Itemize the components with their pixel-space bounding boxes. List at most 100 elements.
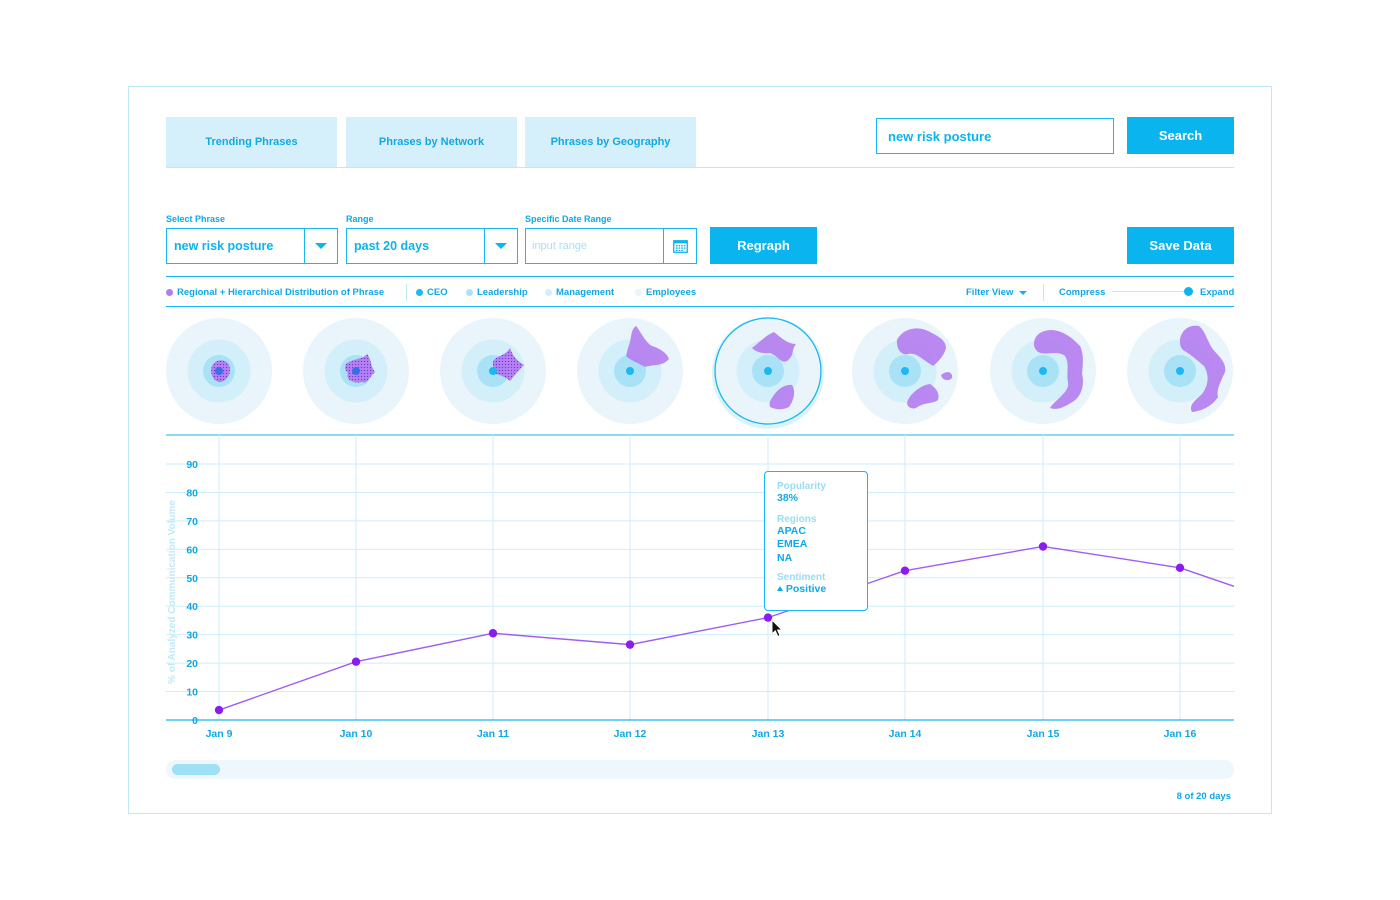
sentiment-value: Positive bbox=[777, 583, 867, 597]
radial-distribution-item[interactable] bbox=[166, 318, 272, 424]
legend-employees[interactable]: Employees bbox=[635, 287, 696, 298]
legend-distribution: Regional + Hierarchical Distribution of … bbox=[166, 287, 384, 298]
range-select-value: past 20 days bbox=[354, 239, 430, 253]
x-tick-label: Jan 11 bbox=[477, 728, 509, 740]
data-point bbox=[1175, 563, 1185, 573]
calendar-icon[interactable] bbox=[663, 229, 696, 263]
legend-distribution-label: Regional + Hierarchical Distribution of … bbox=[177, 287, 385, 298]
timeline-scrollbar-thumb[interactable] bbox=[172, 764, 220, 775]
y-tick-label: 40 bbox=[186, 601, 198, 613]
compress-label[interactable]: Compress bbox=[1059, 287, 1106, 298]
date-range-field[interactable] bbox=[525, 228, 697, 264]
ring-ceo bbox=[764, 367, 772, 375]
ring-ceo bbox=[901, 367, 909, 375]
regraph-button[interactable]: Regraph bbox=[710, 227, 817, 264]
tab-trending-phrases[interactable]: Trending Phrases bbox=[166, 117, 337, 167]
ring-ceo bbox=[215, 367, 223, 375]
distribution-shape bbox=[752, 332, 796, 410]
ring-ceo bbox=[1039, 367, 1047, 375]
legend-bottom-divider bbox=[166, 306, 1234, 307]
radial-distribution-item[interactable] bbox=[440, 318, 546, 424]
radial-distribution-item[interactable] bbox=[303, 318, 409, 424]
cursor-icon bbox=[771, 619, 784, 638]
radial-distribution-row bbox=[166, 317, 1233, 429]
data-point bbox=[625, 640, 635, 649]
ring-ceo bbox=[489, 367, 497, 375]
data-point bbox=[900, 566, 910, 575]
x-tick-label: Jan 12 bbox=[614, 728, 647, 740]
x-tick-label: Jan 9 bbox=[206, 728, 233, 740]
search-input[interactable] bbox=[876, 118, 1114, 154]
triangle-up-icon bbox=[777, 586, 783, 591]
sentiment-text: Positive bbox=[785, 583, 827, 595]
chevron-down-icon bbox=[1019, 290, 1028, 295]
timeline-scrollbar[interactable] bbox=[166, 760, 1234, 779]
date-range-input[interactable] bbox=[526, 229, 664, 263]
legend-separator bbox=[1043, 284, 1044, 301]
regions-label: Regions bbox=[777, 513, 817, 525]
tab-phrases-by-network[interactable]: Phrases by Network bbox=[346, 117, 517, 167]
legend-leadership[interactable]: Leadership bbox=[466, 287, 528, 298]
legend-top-divider bbox=[166, 276, 1234, 277]
days-count: 8 of 20 days bbox=[1176, 791, 1231, 802]
expand-label[interactable]: Expand bbox=[1200, 287, 1235, 298]
x-tick-label: Jan 10 bbox=[340, 728, 373, 740]
data-point bbox=[351, 657, 361, 666]
phrase-select[interactable]: new risk posture bbox=[166, 228, 338, 264]
region-item: NA bbox=[777, 551, 793, 564]
region-item: EMEA bbox=[777, 538, 808, 550]
management-swatch bbox=[545, 289, 552, 296]
data-point bbox=[763, 613, 773, 622]
series-line bbox=[218, 545, 1235, 711]
dashboard-frame bbox=[128, 86, 1272, 814]
search-button[interactable]: Search bbox=[1127, 117, 1234, 154]
employees-swatch bbox=[635, 289, 642, 296]
radial-distribution-item[interactable] bbox=[852, 318, 958, 424]
y-tick-label: 50 bbox=[186, 573, 198, 585]
x-tick-label: Jan 13 bbox=[752, 728, 785, 740]
y-tick-label: 0 bbox=[192, 715, 198, 727]
y-tick-label: 30 bbox=[186, 630, 198, 642]
legend-employees-label: Employees bbox=[646, 287, 697, 298]
radial-distribution-item[interactable] bbox=[1127, 318, 1233, 424]
legend-management-label: Management bbox=[556, 287, 615, 298]
y-tick-label: 90 bbox=[186, 459, 198, 471]
legend-ceo[interactable]: CEO bbox=[416, 287, 448, 298]
distribution-shape bbox=[1180, 325, 1226, 412]
radial-distribution-item[interactable] bbox=[712, 317, 824, 429]
filter-view-dropdown[interactable]: Filter View bbox=[966, 287, 1028, 298]
ring-ceo bbox=[626, 367, 634, 375]
distribution-shape bbox=[626, 326, 669, 367]
slider-handle[interactable] bbox=[1183, 287, 1193, 296]
popularity-label: Popularity bbox=[777, 481, 826, 492]
range-select[interactable]: past 20 days bbox=[346, 228, 518, 264]
legend-ceo-label: CEO bbox=[427, 287, 448, 298]
legend-separator bbox=[406, 284, 407, 301]
x-tick-label: Jan 14 bbox=[889, 728, 922, 740]
distribution-swatch bbox=[166, 289, 173, 296]
ceo-swatch bbox=[416, 289, 423, 296]
date-range-label: Specific Date Range bbox=[525, 214, 612, 224]
data-point bbox=[488, 629, 498, 638]
ring-ceo bbox=[352, 367, 360, 375]
data-point bbox=[214, 705, 224, 715]
legend-management[interactable]: Management bbox=[545, 287, 614, 298]
y-tick-label: 60 bbox=[186, 544, 198, 556]
y-axis-label: % of Analyzed Communication Volume bbox=[167, 500, 178, 684]
compress-expand-slider[interactable] bbox=[1112, 291, 1188, 292]
chevron-down-icon[interactable] bbox=[484, 229, 517, 263]
radial-distribution-item[interactable] bbox=[990, 318, 1096, 424]
distribution-shape bbox=[1034, 330, 1084, 409]
radial-distribution-item[interactable] bbox=[577, 318, 683, 424]
distribution-shape bbox=[492, 348, 524, 381]
range-label: Range bbox=[346, 214, 374, 224]
save-data-button[interactable]: Save Data bbox=[1127, 227, 1234, 264]
distribution-shape bbox=[345, 354, 375, 383]
leadership-swatch bbox=[466, 289, 473, 296]
tab-phrases-by-geography[interactable]: Phrases by Geography bbox=[525, 117, 696, 167]
phrase-select-value: new risk posture bbox=[174, 239, 274, 253]
tab-divider bbox=[166, 167, 1234, 168]
chevron-down-icon[interactable] bbox=[304, 229, 337, 263]
